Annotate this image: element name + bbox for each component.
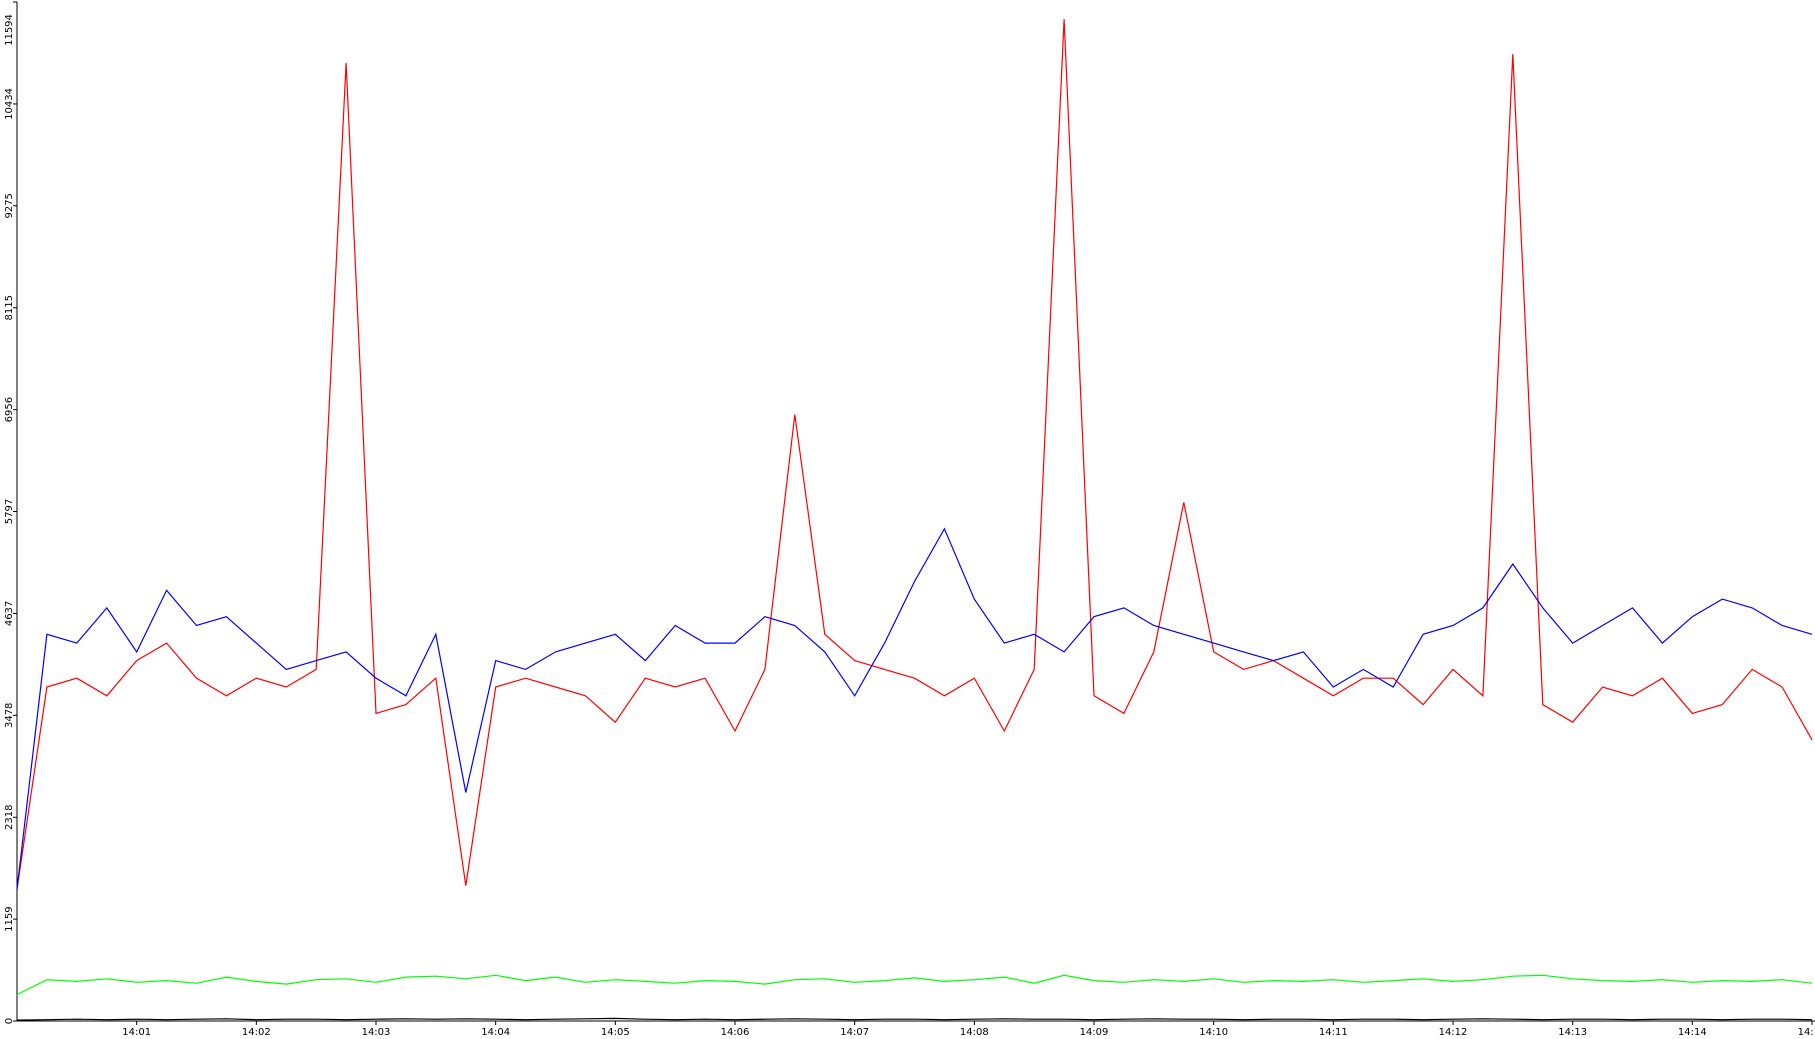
series-line bbox=[16, 527, 1813, 890]
x-tick-label: 14:08 bbox=[960, 1027, 989, 1038]
x-tick-label: 14:04 bbox=[481, 1027, 510, 1038]
series-line bbox=[16, 974, 1813, 996]
y-tick-label: 5797 bbox=[4, 499, 15, 524]
series-line bbox=[16, 19, 1813, 890]
x-tick-label: 14:15 bbox=[1798, 1027, 1815, 1038]
y-tick-label: 6956 bbox=[4, 397, 15, 422]
y-tick-label: 1159 bbox=[4, 906, 15, 931]
y-tick-label: 2318 bbox=[4, 805, 15, 830]
x-tick-label: 14:13 bbox=[1558, 1027, 1587, 1038]
x-tick-label: 14:14 bbox=[1678, 1027, 1707, 1038]
x-tick-label: 14:10 bbox=[1199, 1027, 1228, 1038]
x-tick-label: 14:07 bbox=[840, 1027, 869, 1038]
x-tick-label: 14:09 bbox=[1080, 1027, 1109, 1038]
y-tick-label: 11594 bbox=[4, 14, 15, 46]
x-tick-label: 14:05 bbox=[601, 1027, 630, 1038]
x-tick-label: 14:01 bbox=[122, 1027, 151, 1038]
y-tick-label: 9275 bbox=[4, 193, 15, 218]
x-tick-label: 14:11 bbox=[1319, 1027, 1348, 1038]
y-tick-label: 0 bbox=[4, 1018, 15, 1024]
y-tick-label: 3478 bbox=[4, 703, 15, 728]
series-line bbox=[16, 1017, 1813, 1021]
y-tick-label: 8115 bbox=[4, 295, 15, 320]
y-tick-label: 4637 bbox=[4, 601, 15, 626]
x-tick-label: 14:02 bbox=[242, 1027, 271, 1038]
x-tick-label: 14:12 bbox=[1439, 1027, 1468, 1038]
y-tick-label: 10434 bbox=[4, 88, 15, 120]
x-tick-label: 14:03 bbox=[362, 1027, 391, 1038]
x-tick-label: 14:06 bbox=[721, 1027, 750, 1038]
